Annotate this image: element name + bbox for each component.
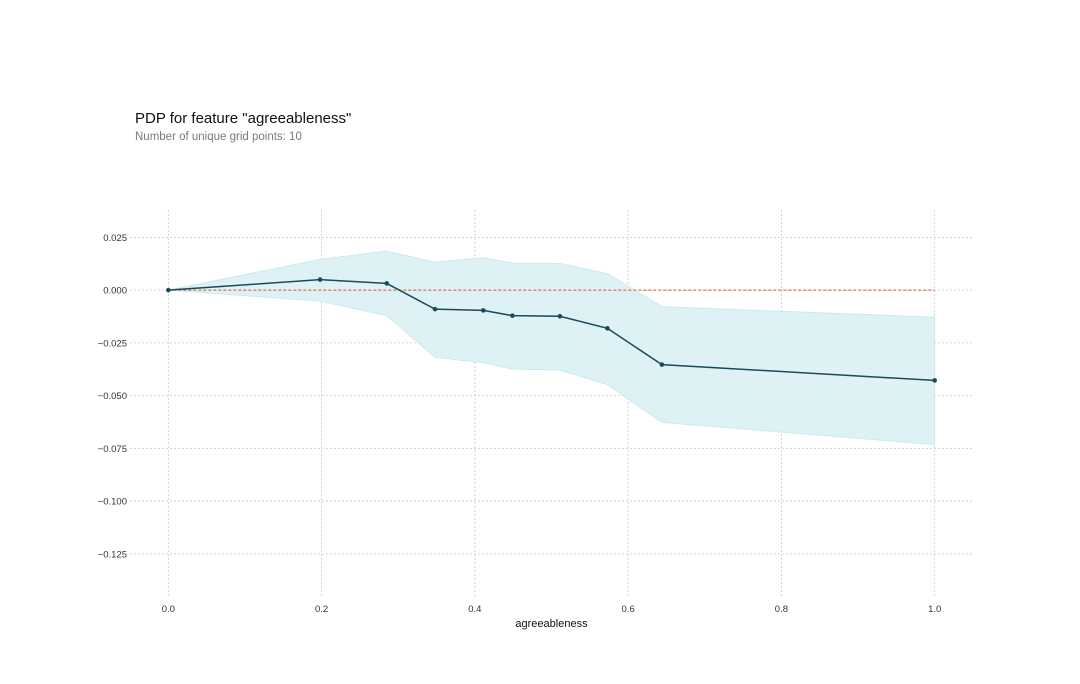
- y-tick-label: −0.100: [98, 497, 127, 508]
- data-point: [432, 306, 438, 312]
- x-tick-label: 0.0: [162, 604, 175, 615]
- y-tick-label: −0.050: [98, 391, 127, 402]
- x-tick-label: 0.2: [315, 604, 328, 615]
- data-points-layer: [166, 277, 937, 383]
- chart-subtitle: Number of unique grid points: 10: [135, 131, 302, 143]
- data-point: [557, 314, 563, 319]
- x-tick-label: 0.4: [468, 604, 481, 615]
- series-line-layer: [168, 278, 935, 382]
- data-point: [659, 362, 665, 367]
- data-point: [480, 308, 486, 313]
- x-axis-label: agreeableness: [515, 618, 588, 630]
- y-tick-label: −0.125: [98, 549, 127, 560]
- confidence-band: [168, 250, 936, 445]
- chart-title: PDP for feature "agreeableness": [135, 110, 352, 127]
- y-tick-label: 0.025: [103, 233, 127, 244]
- confidence-band-layer: [168, 250, 936, 445]
- data-point: [510, 313, 515, 318]
- y-tick-label: −0.075: [98, 444, 127, 455]
- data-point: [384, 281, 390, 286]
- tick-labels: 0.0 0.2 0.4 0.6 0.8 1.0 0.025 0.000 −0.025 −0.050…: [98, 233, 942, 615]
- y-tick-label: −0.025: [98, 338, 127, 349]
- data-point: [317, 277, 323, 282]
- data-point: [166, 287, 171, 293]
- x-tick-label: 1.0: [928, 604, 941, 615]
- x-tick-label: 0.6: [622, 604, 635, 615]
- y-tick-label: 0.000: [103, 286, 127, 297]
- series-line: [168, 278, 935, 382]
- data-point: [932, 378, 937, 383]
- x-tick-label: 0.8: [775, 604, 788, 615]
- data-point: [605, 326, 610, 331]
